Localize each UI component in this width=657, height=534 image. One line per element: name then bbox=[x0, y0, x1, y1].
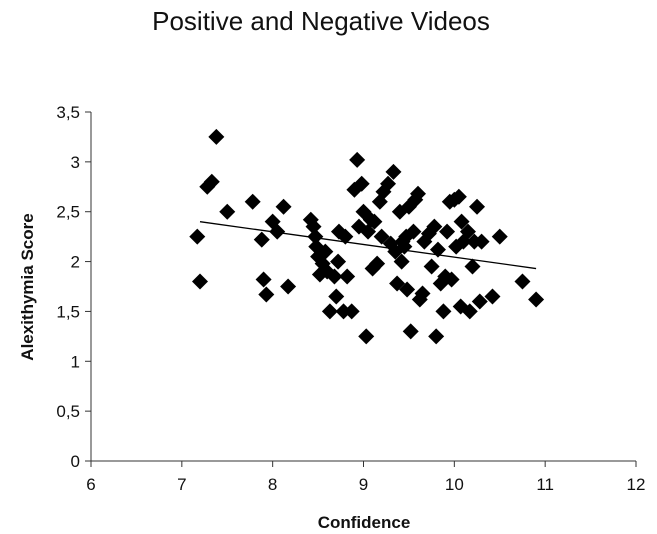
data-point bbox=[464, 258, 481, 275]
chart-title: Positive and Negative Videos bbox=[152, 6, 490, 36]
data-point bbox=[385, 163, 402, 180]
x-tick-label: 8 bbox=[268, 475, 277, 494]
data-points bbox=[189, 128, 545, 345]
data-point bbox=[414, 285, 431, 302]
data-point bbox=[528, 291, 545, 308]
data-point bbox=[321, 303, 338, 320]
data-point bbox=[373, 228, 390, 245]
data-point bbox=[337, 228, 354, 245]
data-point bbox=[473, 233, 490, 250]
axes: 0 0,5 1 1,5 2 2,5 3 3,5 6 7 8 9 10 11 12 bbox=[56, 103, 645, 494]
data-point bbox=[192, 273, 208, 290]
data-point bbox=[405, 223, 422, 240]
trendline-group bbox=[199, 221, 537, 270]
data-point bbox=[328, 288, 345, 305]
data-point bbox=[443, 271, 460, 288]
data-point bbox=[353, 175, 370, 192]
data-point bbox=[459, 223, 476, 240]
data-point bbox=[349, 151, 366, 168]
y-tick-label: 3,5 bbox=[56, 103, 80, 122]
data-point bbox=[461, 303, 478, 320]
data-point bbox=[219, 203, 236, 220]
data-point bbox=[396, 238, 413, 255]
data-point bbox=[423, 258, 440, 275]
data-point bbox=[439, 223, 456, 240]
data-point bbox=[453, 213, 470, 230]
data-point bbox=[369, 255, 386, 272]
data-point bbox=[326, 268, 343, 285]
data-point bbox=[366, 213, 383, 230]
data-point bbox=[343, 303, 360, 320]
x-tick-label: 9 bbox=[359, 475, 368, 494]
trendline bbox=[199, 221, 537, 270]
x-tick-label: 10 bbox=[445, 475, 464, 494]
data-point bbox=[402, 323, 419, 340]
data-point bbox=[330, 253, 347, 270]
y-tick-label: 0,5 bbox=[56, 402, 80, 421]
y-tick-label: 1 bbox=[71, 352, 80, 371]
y-tick-label: 2 bbox=[71, 253, 80, 272]
data-point bbox=[189, 228, 206, 245]
data-point bbox=[393, 253, 410, 270]
data-point bbox=[426, 218, 443, 235]
data-point bbox=[428, 328, 445, 345]
data-point bbox=[335, 303, 352, 320]
data-point bbox=[469, 198, 486, 215]
y-tick-label: 2,5 bbox=[56, 203, 80, 222]
data-point bbox=[269, 223, 286, 240]
data-point bbox=[360, 223, 377, 240]
data-point bbox=[244, 193, 261, 210]
data-point bbox=[317, 243, 334, 260]
data-point bbox=[305, 218, 322, 235]
y-axis-title: Alexithymia Score bbox=[18, 213, 37, 360]
data-point bbox=[491, 228, 508, 245]
data-point bbox=[339, 268, 356, 285]
x-axis-title: Confidence bbox=[318, 513, 411, 532]
y-tick-label: 3 bbox=[71, 153, 80, 172]
data-point bbox=[484, 288, 501, 305]
x-tick-label: 6 bbox=[86, 475, 95, 494]
data-point bbox=[255, 271, 272, 288]
data-point bbox=[450, 188, 467, 205]
data-point bbox=[399, 281, 416, 298]
data-point bbox=[410, 185, 426, 202]
data-point bbox=[435, 303, 452, 320]
data-point bbox=[280, 278, 297, 295]
data-point bbox=[429, 241, 446, 258]
data-point bbox=[514, 273, 531, 290]
y-tick-label: 0 bbox=[71, 452, 80, 471]
y-tick-label: 1,5 bbox=[56, 302, 80, 321]
data-point bbox=[275, 198, 292, 215]
data-point bbox=[307, 228, 324, 245]
x-tick-label: 7 bbox=[177, 475, 186, 494]
data-point bbox=[203, 173, 220, 190]
data-point bbox=[208, 128, 225, 145]
data-point bbox=[380, 175, 397, 192]
data-point bbox=[258, 286, 275, 303]
data-point bbox=[358, 328, 375, 345]
x-tick-label: 11 bbox=[536, 475, 554, 494]
data-point bbox=[253, 231, 270, 248]
x-tick-label: 12 bbox=[627, 475, 646, 494]
data-point bbox=[471, 293, 488, 310]
